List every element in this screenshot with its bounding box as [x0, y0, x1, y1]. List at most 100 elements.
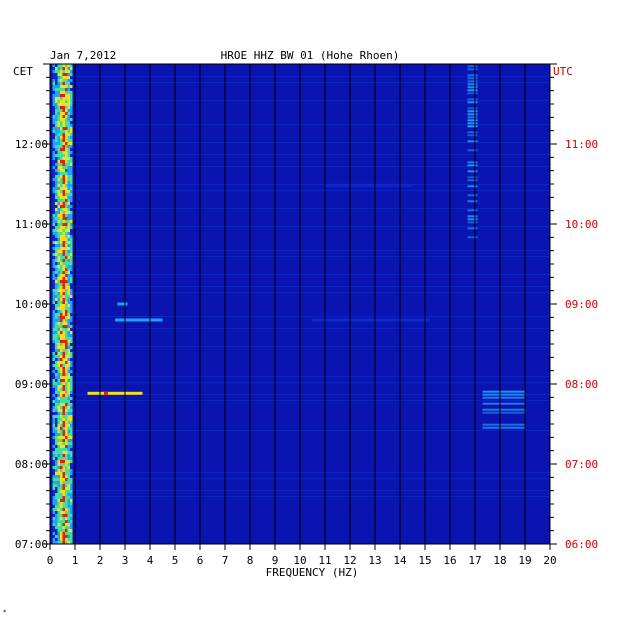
microseism-cell: [65, 466, 68, 469]
microseism-cell: [60, 343, 63, 346]
microseism-cell: [62, 478, 65, 481]
microseism-cell: [52, 136, 55, 139]
microseism-cell: [67, 175, 70, 178]
microseism-cell: [67, 301, 70, 304]
microseism-cell: [67, 388, 70, 391]
microseism-cell: [52, 382, 55, 385]
microseism-cell: [67, 475, 70, 478]
microseism-cell: [65, 532, 68, 535]
feature-band-cell: [467, 68, 478, 71]
microseism-cell: [62, 475, 65, 478]
microseism-cell: [65, 193, 68, 196]
microseism-cell: [52, 181, 55, 184]
microseism-cell: [57, 214, 60, 217]
microseism-cell: [52, 124, 55, 127]
microseism-cell: [65, 265, 68, 268]
microseism-cell: [52, 280, 55, 283]
microseism-cell: [60, 292, 63, 295]
microseism-cell: [65, 469, 68, 472]
microseism-cell: [55, 88, 58, 91]
microseism-cell: [70, 331, 73, 334]
microseism-cell: [62, 187, 65, 190]
microseism-cell: [65, 175, 68, 178]
microseism-cell: [52, 334, 55, 337]
microseism-cell: [57, 103, 60, 106]
microseism-cell: [55, 211, 58, 214]
microseism-cell: [65, 79, 68, 82]
microseism-cell: [55, 385, 58, 388]
microseism-cell: [60, 388, 63, 391]
microseism-cell: [65, 268, 68, 271]
microseism-cell: [60, 328, 63, 331]
microseism-cell: [60, 196, 63, 199]
microseism-cell: [62, 127, 65, 130]
feature-band-cell: [482, 390, 525, 393]
microseism-cell: [62, 343, 65, 346]
microseism-cell: [52, 388, 55, 391]
microseism-cell: [57, 463, 60, 466]
microseism-cell: [55, 295, 58, 298]
microseism-cell: [65, 418, 68, 421]
microseism-cell: [52, 157, 55, 160]
microseism-cell: [60, 337, 63, 340]
microseism-cell: [55, 109, 58, 112]
microseism-cell: [65, 319, 68, 322]
microseism-cell: [65, 205, 68, 208]
microseism-cell: [57, 280, 60, 283]
microseism-cell: [67, 403, 70, 406]
background-row: [70, 292, 550, 293]
microseism-cell: [67, 460, 70, 463]
microseism-cell: [52, 76, 55, 79]
microseism-cell: [57, 445, 60, 448]
microseism-cell: [60, 457, 63, 460]
microseism-cell: [55, 133, 58, 136]
microseism-cell: [70, 373, 73, 376]
microseism-cell: [52, 373, 55, 376]
microseism-cell: [67, 73, 70, 76]
microseism-cell: [57, 277, 60, 280]
microseism-cell: [70, 457, 73, 460]
microseism-cell: [55, 247, 58, 250]
microseism-cell: [65, 382, 68, 385]
microseism-cell: [70, 256, 73, 259]
microseism-cell: [70, 538, 73, 541]
microseism-cell: [70, 322, 73, 325]
microseism-cell: [62, 481, 65, 484]
microseism-cell: [57, 481, 60, 484]
feature-band-cell: [467, 65, 478, 68]
microseism-cell: [70, 361, 73, 364]
microseism-cell: [65, 499, 68, 502]
microseism-cell: [67, 244, 70, 247]
microseism-cell: [67, 187, 70, 190]
microseism-cell: [67, 76, 70, 79]
microseism-cell: [57, 97, 60, 100]
microseism-cell: [65, 421, 68, 424]
microseism-cell: [55, 76, 58, 79]
microseism-cell: [60, 439, 63, 442]
microseism-cell: [70, 109, 73, 112]
microseism-cell: [55, 286, 58, 289]
microseism-cell: [55, 436, 58, 439]
microseism-cell: [67, 397, 70, 400]
microseism-cell: [67, 214, 70, 217]
microseism-cell: [70, 229, 73, 232]
microseism-cell: [57, 472, 60, 475]
microseism-cell: [62, 406, 65, 409]
microseism-cell: [65, 343, 68, 346]
microseism-cell: [62, 241, 65, 244]
microseism-cell: [62, 346, 65, 349]
microseism-cell: [62, 403, 65, 406]
microseism-cell: [70, 268, 73, 271]
microseism-cell: [60, 301, 63, 304]
microseism-cell: [55, 364, 58, 367]
microseism-cell: [57, 310, 60, 313]
microseism-cell: [70, 250, 73, 253]
microseism-cell: [70, 394, 73, 397]
microseism-cell: [60, 418, 63, 421]
background-row: [70, 100, 550, 101]
microseism-cell: [60, 232, 63, 235]
microseism-cell: [67, 331, 70, 334]
microseism-cell: [55, 94, 58, 97]
microseism-cell: [70, 535, 73, 538]
background-row: [70, 124, 550, 125]
